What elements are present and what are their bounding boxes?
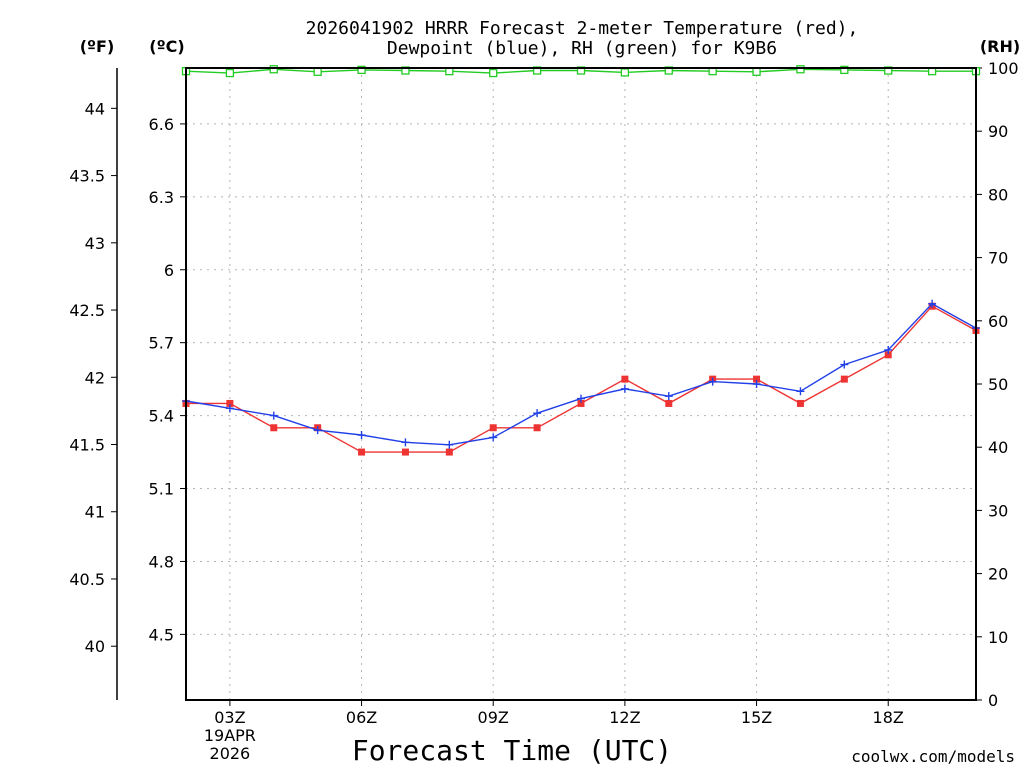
temperature-point <box>358 448 366 456</box>
rh-tick-label: 80 <box>988 185 1008 204</box>
dewpoint-point <box>840 360 849 369</box>
celsius-tick-label: 6 <box>164 261 174 280</box>
fahrenheit-tick-label: 40 <box>85 637 105 656</box>
temperature-point <box>884 351 892 359</box>
rh-tick-label: 100 <box>988 59 1019 78</box>
dewpoint-point <box>928 299 937 308</box>
rh-tick-label: 40 <box>988 438 1008 457</box>
dewpoint-point <box>796 387 805 396</box>
celsius-tick-label: 4.5 <box>149 625 174 644</box>
temperature-point <box>621 375 629 383</box>
temperature-point <box>270 424 278 432</box>
dewpoint-point <box>225 404 234 413</box>
rh-tick-label: 20 <box>988 565 1008 584</box>
dewpoint-point <box>489 433 498 442</box>
rh-tick-label: 70 <box>988 249 1008 268</box>
x-date-label: 19APR <box>204 726 256 745</box>
fahrenheit-tick-label: 44 <box>85 99 105 118</box>
temperature-point <box>533 424 541 432</box>
temperature-point <box>796 399 804 407</box>
temperature-point <box>577 399 585 407</box>
fahrenheit-tick-label: 41.5 <box>69 436 105 455</box>
rh-point <box>269 65 278 74</box>
temperature-point <box>489 424 497 432</box>
temperature-point <box>226 399 234 407</box>
dewpoint-point <box>884 345 893 354</box>
fahrenheit-tick-label: 43 <box>85 234 105 253</box>
rh-point <box>752 67 761 76</box>
rh-point <box>796 65 805 74</box>
x-axis-label: Forecast Time (UTC) <box>352 734 672 767</box>
dewpoint-point <box>533 409 542 418</box>
x-tick-label: 06Z <box>346 708 377 727</box>
dewpoint-point <box>752 380 761 388</box>
rh-point <box>313 67 322 76</box>
x-tick-label: 15Z <box>741 708 772 727</box>
series-layer <box>181 65 981 456</box>
plot-frame <box>185 67 977 701</box>
rh-tick-label: 90 <box>988 122 1008 141</box>
dewpoint-point <box>313 426 322 435</box>
rh-point <box>357 65 366 75</box>
temperature-point <box>753 375 761 383</box>
dewpoint-point <box>577 394 585 403</box>
temperature-point <box>401 448 409 456</box>
chart-title-line2: Dewpoint (blue), RH (green) for K9B6 <box>387 38 777 59</box>
x-tick-label: 18Z <box>873 708 904 727</box>
temperature-point <box>840 375 848 383</box>
dewpoint-point <box>620 384 629 393</box>
rh-tick-label: 0 <box>988 691 998 710</box>
rh-tick-label: 50 <box>988 375 1008 394</box>
dewpoint-point <box>269 411 278 420</box>
x-tick-label: 12Z <box>609 708 640 727</box>
dewpoint-point <box>357 431 366 440</box>
fahrenheit-unit-label: (ºF) <box>80 37 115 56</box>
x-year-label: 2026 <box>210 744 251 763</box>
fahrenheit-tick-label: 43.5 <box>69 167 105 186</box>
dewpoint-point <box>708 377 717 386</box>
rh-point <box>225 68 235 78</box>
fahrenheit-tick-label: 42 <box>85 368 105 387</box>
temperature-point <box>445 448 453 456</box>
temperature-point <box>665 399 673 407</box>
dewpoint-series-line <box>185 302 977 446</box>
fahrenheit-tick-label: 41 <box>85 503 105 522</box>
celsius-tick-label: 5.7 <box>149 334 174 353</box>
fahrenheit-tick-label: 42.5 <box>69 301 105 320</box>
fahrenheit-tick-label: 40.5 <box>69 570 105 589</box>
x-tick-label: 03Z <box>214 708 245 727</box>
grid-lines <box>186 68 976 700</box>
credit-text: coolwx.com/models <box>851 747 1015 766</box>
celsius-tick-label: 4.8 <box>149 552 174 571</box>
dewpoint-point <box>401 438 410 447</box>
rh-tick-label: 10 <box>988 628 1008 647</box>
rh-unit-label: (RH) <box>980 37 1020 56</box>
celsius-tick-label: 6.3 <box>149 188 174 207</box>
celsius-tick-label: 6.6 <box>149 115 174 134</box>
celsius-tick-label: 5.4 <box>149 407 174 426</box>
rh-point <box>489 68 498 78</box>
rh-point <box>620 68 630 77</box>
dewpoint-point <box>445 440 454 449</box>
rh-tick-label: 30 <box>988 501 1008 520</box>
celsius-unit-label: (ºC) <box>149 37 184 56</box>
temperature-series-line <box>186 305 977 453</box>
celsius-tick-label: 5.1 <box>149 480 174 499</box>
rh-tick-label: 60 <box>988 312 1008 331</box>
rh-point <box>840 65 849 75</box>
dewpoint-point <box>664 392 673 401</box>
x-tick-label: 09Z <box>478 708 509 727</box>
chart-title-line1: 2026041902 HRRR Forecast 2-meter Tempera… <box>306 18 859 39</box>
